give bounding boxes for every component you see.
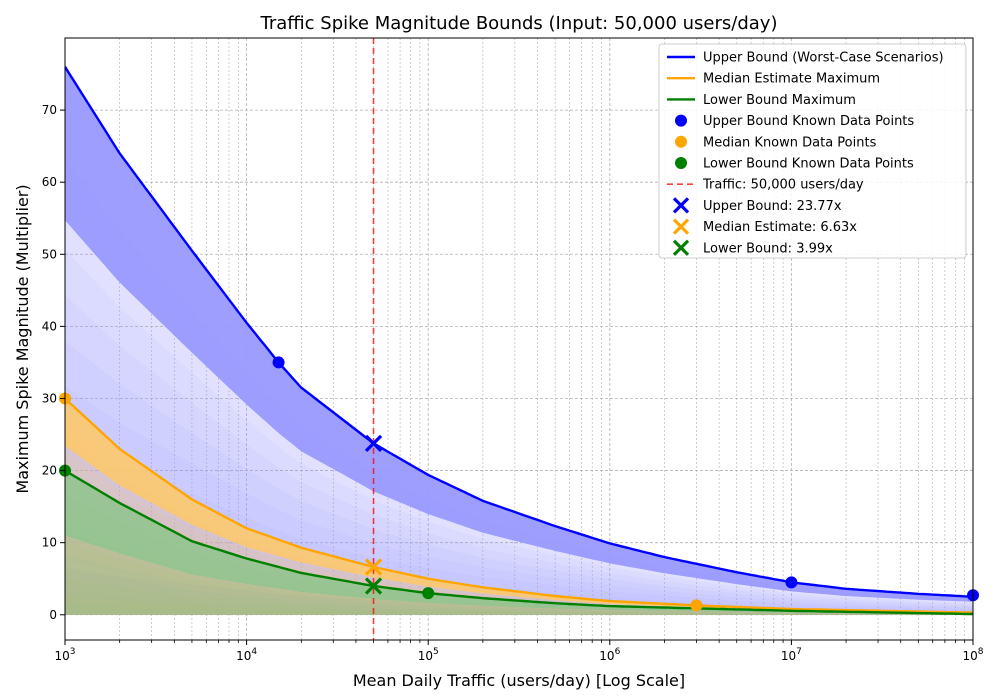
legend-swatch-cross-stroke-b [672,197,690,214]
y-tick-label: 40 [42,319,57,333]
upper-band-fill [65,158,973,615]
y-tick-label: 50 [42,247,57,261]
lower-band-fill [65,554,973,615]
upper-band-fill [65,249,973,615]
legend-entry-label: Lower Bound Known Data Points [703,157,914,172]
lower-bound-marker-stroke-b [364,577,383,595]
legend-entry-label: Lower Bound Maximum [703,93,856,108]
upper-bound-line [65,66,973,598]
upper-band-fill [65,112,973,615]
legend-swatch-dot [675,135,687,148]
upper-band-fill [65,432,973,615]
median-band-fill [65,416,973,615]
median-band-solid-fill [65,398,973,614]
upper-band-fill [65,203,973,615]
legend-box [658,43,967,259]
x-tick-label: 105 [418,647,439,663]
lower-band-fill [65,602,973,615]
median-estimate-line [65,397,973,614]
upper-band-solid-fill [65,66,973,602]
lower-bound-marker [364,577,383,595]
lower-band-fill [65,578,973,615]
median-estimate-marker [364,558,383,576]
legend-swatch-dot [675,157,687,169]
lower-band-fill [65,566,973,615]
median-band-fill [65,560,973,615]
lower-bound-line [65,469,973,616]
median-band-fill [65,596,973,615]
x-tick-label: 104 [236,647,257,663]
band-fills [65,66,973,615]
legend-swatch-dot [675,114,687,127]
upper-bound-marker-stroke-b [364,434,383,453]
upper-bound-marker [364,434,383,453]
legend-entry-label: Lower Bound: 3.99x [703,241,833,256]
legend-swatch-cross [672,197,690,214]
x-tick-label: 108 [962,647,983,663]
legend-entry-label: Traffic: 50,000 users/day [702,178,864,193]
median-band-fill [65,542,973,615]
y-tick-label: 30 [42,391,57,405]
x-axis-title: Mean Daily Traffic (users/day) [Log Scal… [353,671,685,690]
known-data-points [59,356,979,612]
y-tick-label: 10 [42,536,57,550]
lower-band-fill [65,542,973,615]
upper-known-point [785,576,798,589]
legend-swatch-cross [672,218,690,235]
x-tick-label: 103 [54,647,75,663]
upper-band-fill [65,569,973,615]
x-tick-label: 106 [599,647,620,663]
bound-lines [65,66,973,616]
legend-swatch-cross-stroke-b [672,239,690,256]
median-known-point [690,599,703,612]
plot-frame [64,37,974,641]
legend-swatch-cross-stroke-b [672,218,690,235]
y-axis-title: Maximum Spike Magnitude (Multiplier) [13,184,32,493]
legend-entry-label: Median Estimate Maximum [703,72,880,87]
chart-title: Traffic Spike Magnitude Bounds (Input: 5… [260,13,778,34]
legend-entry-label: Upper Bound Known Data Points [703,114,914,129]
x-tick-label: 107 [781,647,802,663]
upper-band-fill [65,295,973,615]
lower-known-point [422,587,435,600]
median-estimate-marker-stroke-b [364,558,383,576]
upper-band-fill [65,66,973,615]
legend-entry-label: Median Known Data Points [703,135,877,150]
legend-entry-label: Upper Bound (Worst-Case Scenarios) [703,51,944,66]
input-markers [364,434,383,595]
y-axis-ticks: 0 10 20 30 40 50 60 70 [42,103,65,622]
legend-swatch-cross [672,239,690,256]
median-band-fill [65,578,973,615]
y-tick-label: 70 [42,103,57,117]
median-band-fill [65,398,973,615]
lower-band-solid-fill [65,470,973,615]
y-tick-label: 0 [49,608,57,622]
upper-known-point [272,356,285,369]
legend: Upper Bound (Worst-Case Scenarios) Median… [658,43,967,259]
upper-band-fill [65,523,973,615]
median-band-fill [65,524,973,615]
lower-band-fill [65,530,973,615]
lower-band-fill [65,590,973,615]
legend-entry-label: Median Estimate: 6.63x [703,220,857,235]
lower-band-fill [65,518,973,615]
x-axis-ticks: 103 104 105 106 107 108 [54,640,984,663]
legend-entry-label: Upper Bound: 23.77x [703,199,842,214]
y-tick-label: 60 [42,175,57,189]
y-tick-label: 20 [42,464,57,478]
